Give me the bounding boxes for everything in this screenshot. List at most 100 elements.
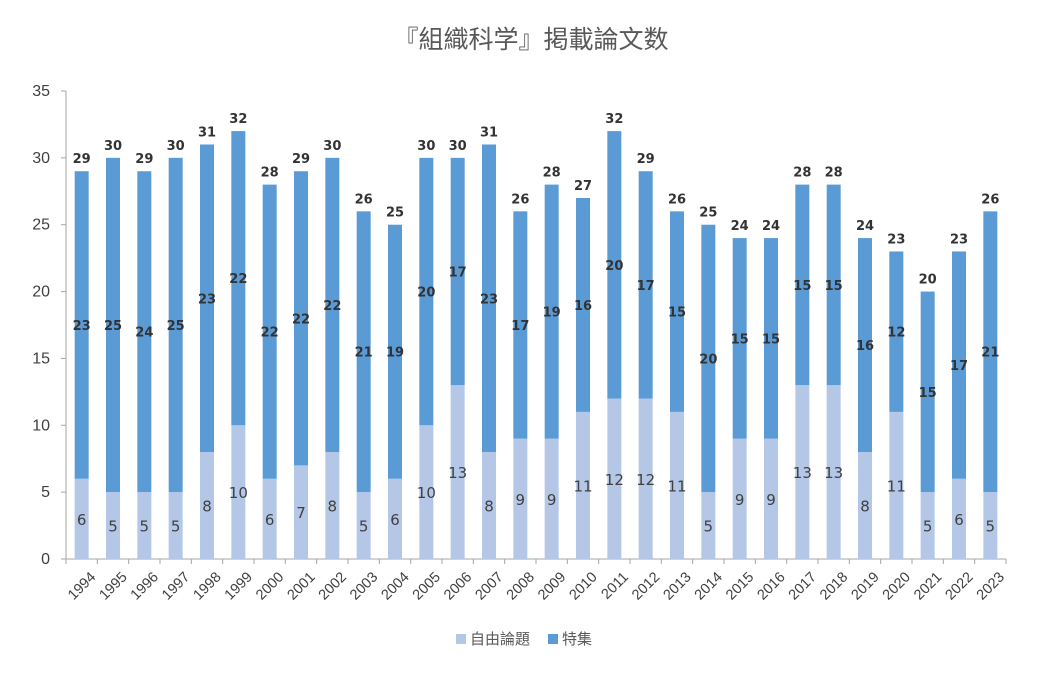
data-label-special-issue: 22 (292, 312, 310, 327)
x-tick-label: 2000 (253, 569, 287, 603)
bar-segment-special-issue (388, 224, 402, 479)
data-label-free-paper: 8 (860, 498, 870, 516)
data-label-total: 30 (104, 139, 122, 154)
bar-segment-free-paper (294, 465, 308, 559)
data-label-special-issue: 15 (731, 332, 749, 347)
data-label-special-issue: 16 (856, 339, 874, 354)
bar-segment-free-paper (356, 492, 371, 559)
data-label-special-issue: 12 (887, 326, 905, 341)
bar-segment-special-issue (106, 157, 120, 493)
data-label-special-issue: 25 (167, 319, 185, 334)
data-label-total: 26 (981, 192, 999, 207)
data-label-total: 30 (449, 139, 467, 154)
data-label-free-paper: 9 (547, 491, 557, 509)
data-label-special-issue: 15 (825, 279, 843, 294)
chart-title: 『組織科学』掲載論文数 (393, 25, 668, 54)
legend-label: 自由論題 (470, 630, 530, 648)
bar-segment-special-issue (701, 224, 716, 493)
data-label-total: 27 (574, 179, 592, 194)
bar-segment-special-issue (325, 157, 340, 453)
data-label-special-issue: 20 (417, 286, 435, 301)
data-label-free-paper: 5 (986, 518, 996, 536)
x-tick-label: 1998 (190, 569, 224, 603)
bar-segment-free-paper (952, 478, 966, 559)
data-label-free-paper: 11 (573, 477, 592, 495)
x-tick-label: 2015 (723, 569, 757, 603)
data-labels: 6 23 29 5 25 30 5 24 29 5 25 30 8 23 31 10 22 32 6 22 28 7 22 2… (73, 112, 1000, 535)
data-label-special-issue: 23 (73, 319, 91, 334)
y-tick-label: 20 (32, 284, 50, 301)
bar-segment-special-issue (764, 238, 778, 439)
data-label-total: 30 (323, 139, 341, 154)
data-label-total: 28 (543, 166, 561, 181)
bar-segment-special-issue (513, 211, 528, 439)
x-tick-label: 2003 (347, 569, 381, 603)
data-label-total: 32 (605, 112, 623, 127)
data-label-total: 25 (699, 206, 717, 221)
bar-segment-special-issue (168, 157, 183, 493)
data-label-free-paper: 13 (793, 464, 812, 482)
x-tick-label: 2023 (974, 569, 1008, 603)
data-label-special-issue: 17 (637, 279, 655, 294)
data-label-special-issue: 15 (793, 279, 811, 294)
data-label-total: 24 (762, 219, 780, 234)
x-tick-label: 2019 (848, 569, 882, 603)
bar-segment-free-paper (106, 492, 120, 559)
bar-segment-free-paper (544, 438, 559, 559)
data-label-total: 29 (637, 152, 655, 167)
data-label-special-issue: 17 (511, 319, 529, 334)
x-tick-label: 2020 (880, 569, 914, 603)
data-label-free-paper: 5 (108, 518, 118, 536)
x-tick-label: 2018 (817, 569, 851, 603)
data-label-total: 24 (856, 219, 874, 234)
data-label-total: 30 (417, 139, 435, 154)
data-label-free-paper: 10 (417, 484, 436, 502)
bars (74, 131, 998, 559)
y-tick-label: 25 (32, 217, 50, 234)
x-tick-label: 2005 (410, 569, 444, 603)
bar-segment-free-paper (889, 411, 904, 559)
bar-segment-free-paper (920, 492, 935, 559)
legend-swatch (456, 634, 466, 644)
bar-segment-special-issue (858, 238, 872, 453)
data-label-free-paper: 5 (171, 518, 181, 536)
y-tick-label: 0 (41, 551, 50, 568)
bar-segment-special-issue (952, 251, 966, 479)
bar-segment-special-issue (889, 251, 904, 412)
x-tick-label: 2021 (911, 569, 945, 603)
data-label-total: 29 (73, 152, 91, 167)
data-label-free-paper: 13 (824, 464, 843, 482)
bar-segment-free-paper (795, 385, 810, 559)
bar-segment-special-issue (638, 171, 653, 399)
data-label-total: 31 (198, 125, 216, 140)
bar-segment-free-paper (576, 411, 590, 559)
bar-segment-free-paper (262, 478, 277, 559)
data-label-free-paper: 8 (484, 498, 494, 516)
bar-segment-free-paper (450, 385, 465, 559)
data-label-free-paper: 12 (605, 471, 624, 489)
data-label-total: 24 (731, 219, 749, 234)
x-tick-label: 1999 (222, 569, 256, 603)
data-label-free-paper: 7 (296, 504, 306, 522)
data-label-special-issue: 19 (386, 346, 404, 361)
bar-segment-special-issue (983, 211, 998, 493)
bar-segment-free-paper (513, 438, 528, 559)
bar-segment-special-issue (294, 171, 308, 466)
bar-segment-special-issue (356, 211, 371, 493)
x-tick-label: 2006 (441, 569, 475, 603)
x-tick-label: 2001 (284, 569, 318, 603)
data-label-total: 20 (919, 273, 937, 288)
data-label-free-paper: 8 (202, 498, 212, 516)
data-label-total: 23 (950, 232, 968, 247)
data-label-special-issue: 17 (950, 359, 968, 374)
data-label-special-issue: 23 (480, 292, 498, 307)
data-label-special-issue: 22 (229, 272, 247, 287)
bar-segment-free-paper (732, 438, 747, 559)
data-label-free-paper: 6 (390, 511, 400, 529)
y-tick-label: 35 (32, 83, 50, 100)
data-label-special-issue: 15 (762, 332, 780, 347)
bar-segment-special-issue (795, 184, 810, 386)
data-label-total: 28 (793, 166, 811, 181)
data-label-total: 26 (355, 192, 373, 207)
